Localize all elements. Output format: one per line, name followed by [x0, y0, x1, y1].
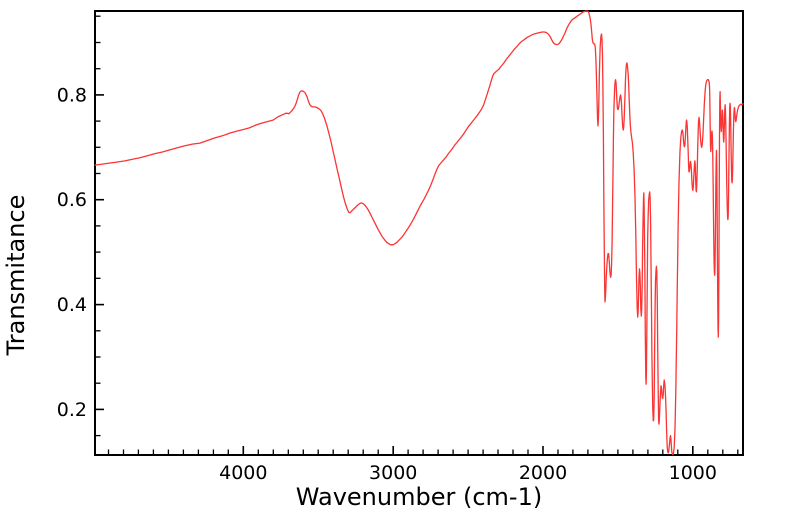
x-tick-label: 1000	[669, 462, 717, 484]
x-axis-minor-ticks	[107, 449, 739, 454]
y-axis-minor-ticks	[96, 15, 101, 437]
x-axis-title: Wavenumber (cm-1)	[295, 483, 543, 511]
y-tick-labels: 0.2 0.4 0.6 0.8	[57, 84, 87, 421]
x-tick-label: 2000	[519, 462, 567, 484]
plot-frame	[94, 10, 744, 456]
y-tick-label: 0.4	[57, 294, 87, 316]
x-tick-labels: 4000 3000 2000 1000	[219, 462, 717, 484]
spectrum-curve	[94, 10, 744, 456]
y-axis-title: Transmitance	[2, 194, 30, 356]
y-tick-label: 0.8	[57, 84, 87, 106]
y-axis-major-ticks	[96, 94, 104, 411]
x-axis-major-ticks	[242, 446, 694, 454]
y-tick-label: 0.2	[57, 399, 87, 421]
x-tick-label: 3000	[369, 462, 417, 484]
y-tick-label: 0.6	[57, 189, 87, 211]
x-tick-label: 4000	[219, 462, 267, 484]
